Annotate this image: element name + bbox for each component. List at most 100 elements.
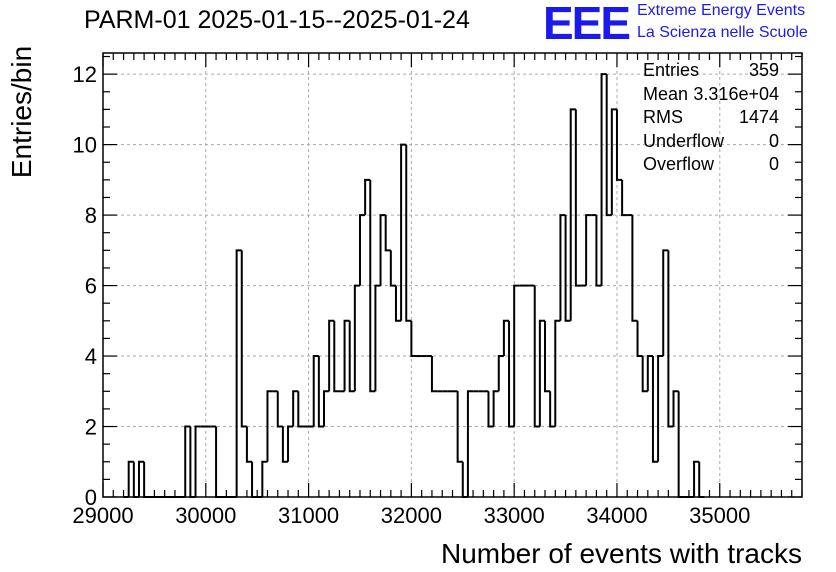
histogram-bin	[585, 214, 592, 286]
histogram-bin	[502, 319, 510, 357]
histogram-bin	[292, 390, 299, 427]
histogram-bin	[389, 250, 396, 287]
histogram-bin	[276, 391, 283, 428]
x-tick-label: 29000	[72, 503, 133, 528]
logo-line-1: Extreme Energy Events	[637, 2, 806, 19]
histogram-bin	[564, 215, 571, 322]
stats-name: Overflow	[643, 154, 715, 175]
histogram-bin	[328, 319, 335, 392]
histogram-bin	[631, 215, 638, 322]
stats-name: Entries	[643, 60, 700, 80]
histogram-bin	[379, 214, 386, 286]
histogram-bin	[466, 390, 474, 497]
histogram-bin	[646, 355, 653, 392]
histogram-bin	[369, 179, 376, 393]
eee-logo: EEE	[543, 0, 631, 49]
histogram-bin	[595, 215, 602, 287]
histogram-bin	[615, 109, 623, 181]
histogram-bin	[410, 320, 417, 358]
histogram-bin	[554, 319, 561, 427]
y-axis-label: Entries/bin	[6, 45, 37, 179]
histogram-bin	[281, 426, 289, 463]
stats-row-rms: RMS 1474	[643, 107, 779, 131]
y-tick-label: 6	[85, 274, 97, 299]
histogram-bin	[127, 460, 134, 497]
histogram-bin	[348, 320, 355, 393]
histogram-bin	[287, 425, 294, 462]
stats-value: 0	[768, 154, 779, 175]
stats-value: 3.316e+04	[693, 83, 779, 104]
logo-line-2: La Scienza nelle Scuole	[637, 24, 808, 41]
x-tick-label: 30000	[175, 503, 236, 528]
stats-box: Entries 359 Mean 3.316e+04 RMS 1474 Unde…	[643, 60, 779, 178]
histogram-bin	[508, 320, 515, 428]
x-axis-label: Number of events with tracks	[440, 538, 802, 569]
histogram-bin	[672, 390, 679, 427]
histogram-bin	[394, 285, 402, 322]
histogram-bin	[343, 319, 350, 392]
histogram-bin	[662, 249, 669, 357]
histogram-bin	[492, 390, 499, 427]
chart-title: PARM-01 2025-01-15--2025-01-24	[84, 6, 470, 34]
histogram-bin	[605, 74, 612, 217]
histogram-bin	[312, 355, 319, 427]
histogram-bin	[544, 320, 551, 393]
histogram-bin	[143, 461, 150, 498]
histogram-bin	[456, 391, 463, 463]
histogram-bin	[251, 461, 258, 498]
y-tick-label: 12	[73, 62, 97, 87]
histogram-bin	[235, 249, 242, 497]
x-tick-label: 33000	[484, 503, 545, 528]
stats-row-mean: Mean 3.316e+04	[643, 84, 779, 108]
x-tick-label: 35000	[689, 503, 750, 528]
histogram-bin	[600, 73, 607, 286]
histogram-bin	[667, 250, 674, 428]
histogram-bin	[677, 391, 684, 498]
histogram-bin	[487, 391, 494, 428]
histogram-bin	[549, 391, 556, 428]
stats-name: Mean	[643, 83, 689, 104]
histogram-bin	[353, 284, 360, 392]
histogram-bin	[194, 425, 201, 497]
y-tick-label: 0	[85, 485, 97, 510]
histogram-bin	[430, 356, 438, 393]
histogram-bin	[317, 356, 325, 428]
y-tick-label: 2	[85, 415, 97, 440]
histogram-bin	[245, 426, 253, 463]
histogram-bin	[297, 391, 304, 428]
y-tick-label: 10	[73, 133, 97, 158]
stats-name: Underflow	[643, 130, 725, 151]
histogram-bin	[261, 460, 268, 497]
histogram-bin	[405, 144, 412, 322]
stats-value: 359	[748, 60, 779, 80]
histogram-bin	[559, 214, 566, 321]
stats-row-overflow: Overflow 0	[643, 154, 779, 178]
histogram-bin	[636, 320, 643, 358]
y-tick-label: 8	[85, 203, 97, 228]
stats-value: 0	[768, 130, 779, 151]
histogram-bin	[323, 390, 330, 427]
histogram-bin	[497, 355, 504, 392]
x-tick-label: 34000	[586, 503, 647, 528]
histogram-bin	[693, 460, 700, 497]
stats-row-entries: Entries 359	[643, 60, 779, 84]
x-tick-label: 32000	[381, 503, 442, 528]
histogram-bin	[538, 319, 546, 427]
histogram-bin	[574, 109, 581, 287]
histogram-bin	[184, 425, 191, 497]
histogram-bin	[698, 461, 705, 498]
histogram-bin	[384, 215, 391, 252]
histogram-bin	[651, 356, 659, 463]
x-tick-label: 31000	[278, 503, 339, 528]
histogram-bin	[621, 179, 628, 217]
histogram-bin	[641, 356, 648, 393]
stats-row-underflow: Underflow 0	[643, 131, 779, 155]
histogram-bin	[240, 250, 247, 428]
histogram-bin	[215, 426, 222, 498]
histogram-bin	[266, 390, 273, 462]
stats-value: 1474	[738, 107, 779, 128]
stats-name: RMS	[643, 107, 683, 128]
histogram-bin	[533, 285, 540, 428]
histogram-bin	[333, 320, 340, 393]
